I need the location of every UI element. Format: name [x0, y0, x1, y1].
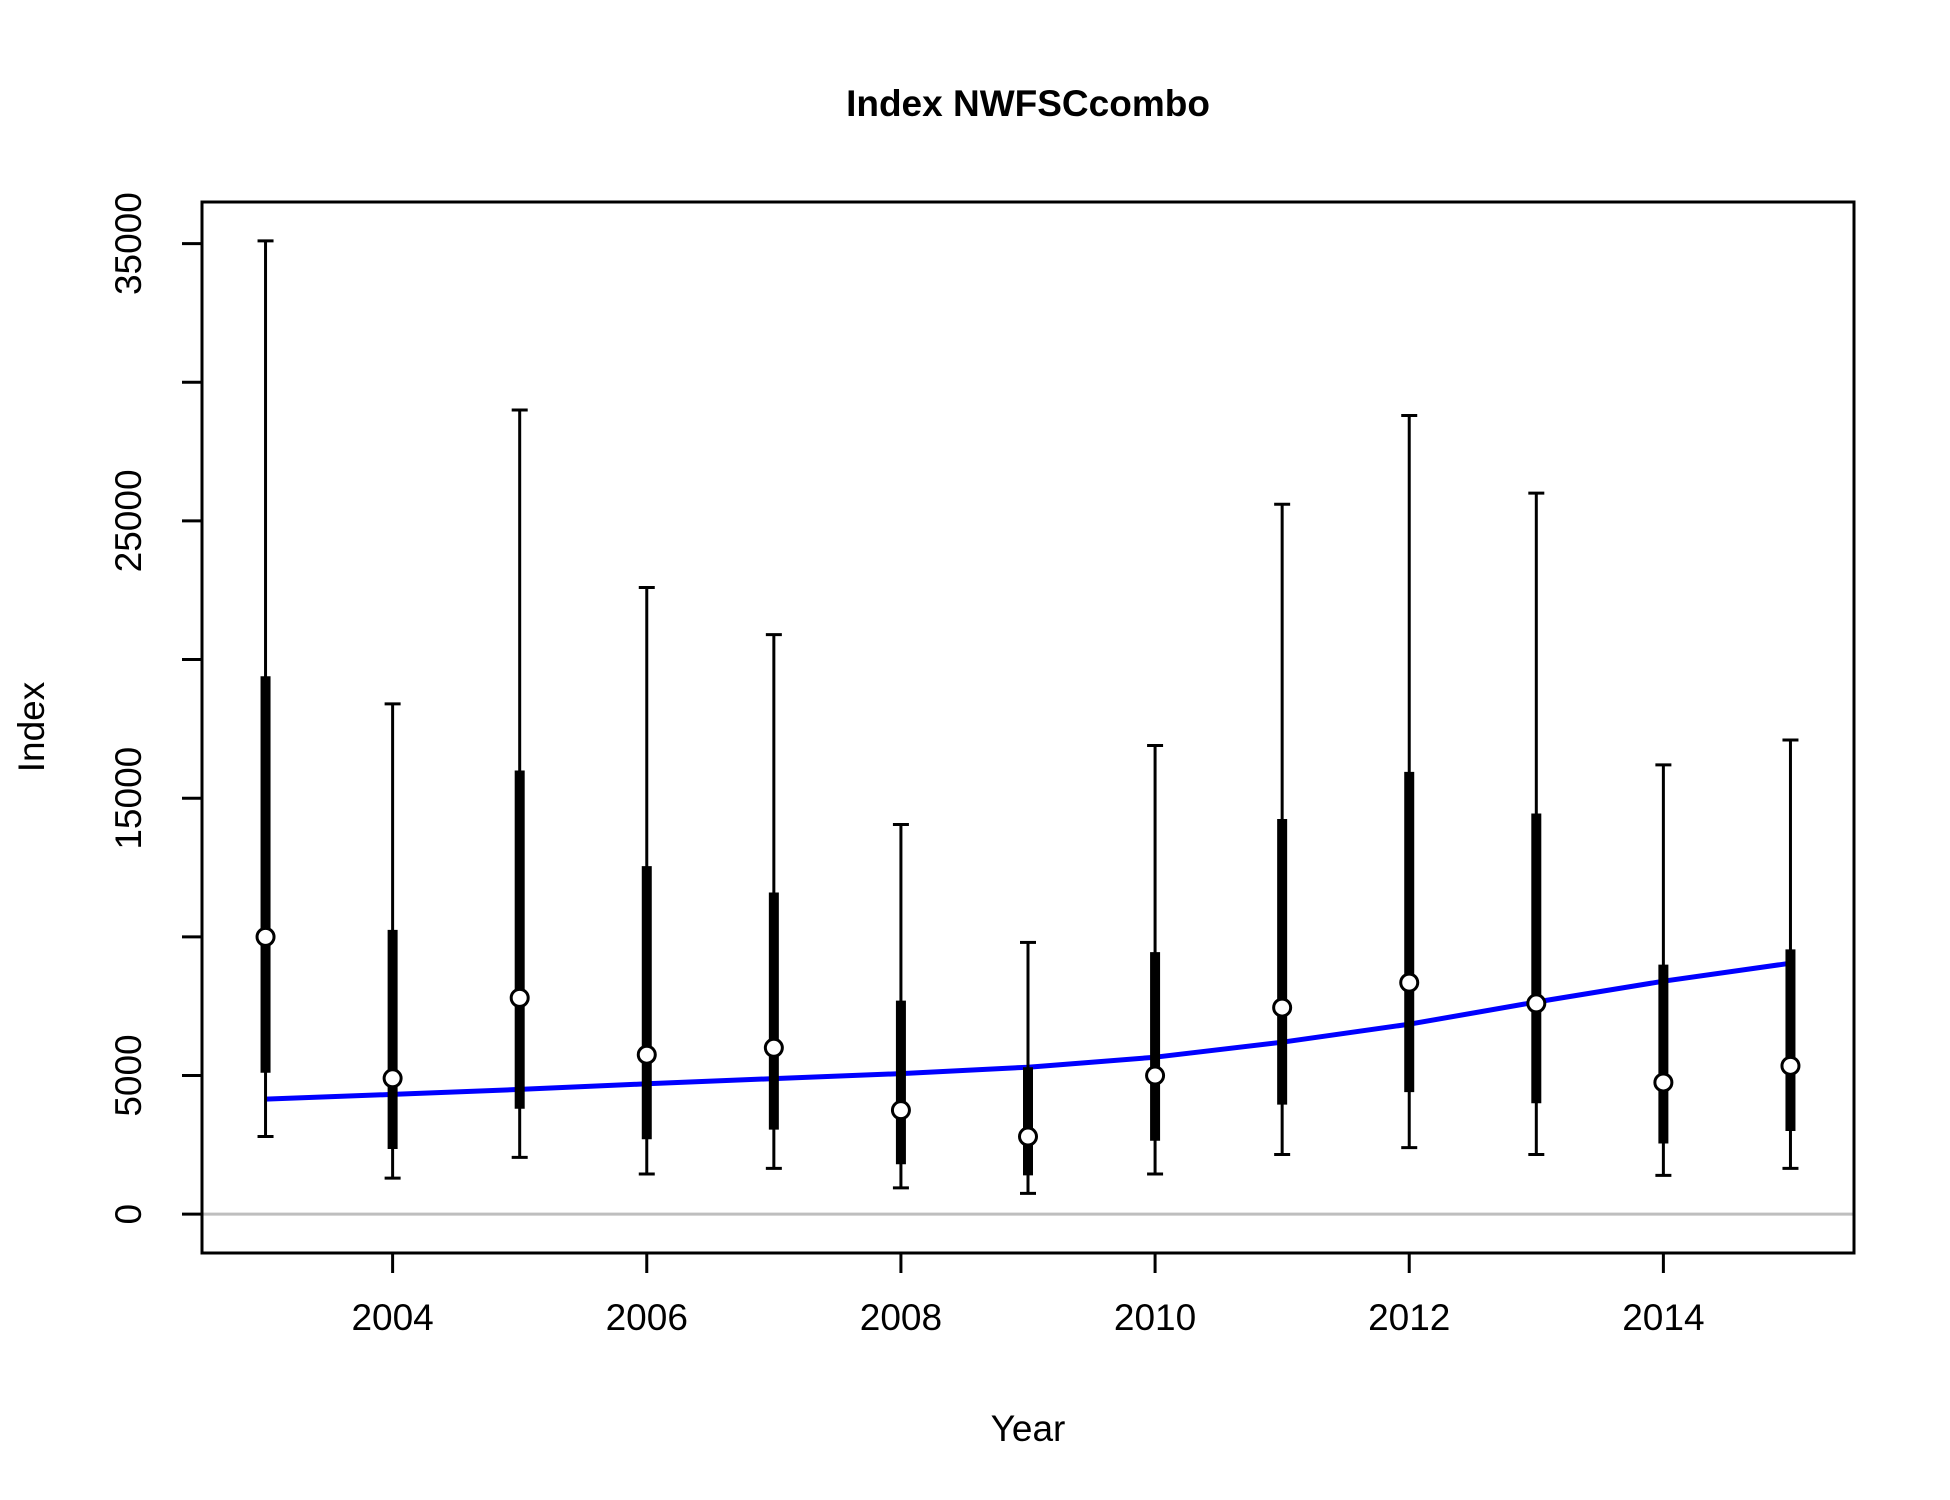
data-point [890, 1100, 911, 1121]
plot-frame [200, 200, 1856, 1255]
data-point [1145, 1065, 1166, 1086]
data-point [636, 1044, 657, 1065]
data-point [1526, 993, 1547, 1014]
x-tick-label: 2006 [606, 1297, 688, 1338]
y-tick-label: 25000 [108, 469, 149, 572]
data-point [1653, 1072, 1674, 1093]
x-tick-label: 2008 [860, 1297, 942, 1338]
y-tick-label: 5000 [108, 1034, 149, 1116]
data-point [1399, 972, 1420, 993]
x-axis-label: Year [991, 1408, 1066, 1449]
x-tick-label: 2004 [351, 1297, 433, 1338]
data-point [1272, 997, 1293, 1018]
data-point [1780, 1055, 1801, 1076]
data-point [763, 1037, 784, 1058]
data-point [382, 1068, 403, 1089]
x-tick-label: 2014 [1622, 1297, 1704, 1338]
y-axis-label: Index [11, 681, 52, 772]
x-tick-label: 2012 [1368, 1297, 1450, 1338]
x-tick-label: 2010 [1114, 1297, 1196, 1338]
interval-layer [257, 239, 1799, 1195]
axes-layer: 2004 2006 2008 2010 2012 2014 0 5000 15000 25000 3… [108, 192, 1705, 1338]
data-point [509, 987, 530, 1008]
y-tick-label: 0 [108, 1204, 149, 1225]
point-layer [255, 926, 1801, 1147]
data-point [1018, 1126, 1038, 1147]
y-tick-label: 35000 [108, 192, 149, 295]
chart-title: Index NWFSCcombo [846, 83, 1210, 124]
y-tick-label: 15000 [108, 747, 149, 850]
data-point [255, 926, 276, 947]
